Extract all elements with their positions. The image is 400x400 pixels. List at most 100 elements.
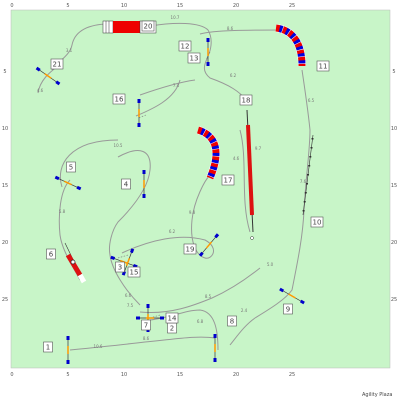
ruler-bottom-label: 25: [289, 372, 295, 378]
obstacle-number-text: 9: [286, 306, 290, 314]
obstacle-number-text: 21: [53, 61, 62, 69]
obstacle-number-text: 12: [181, 43, 190, 51]
obstacle-number-box: [187, 52, 201, 64]
obstacle-number-text: 10: [313, 219, 322, 227]
jumps: [35, 38, 305, 364]
obstacle-number-5: 5: [66, 161, 76, 173]
ruler-bottom-label: 15: [177, 372, 183, 378]
distance-label: 6.5: [308, 98, 315, 103]
obstacle-number-12: 12: [178, 40, 192, 52]
obstacle-number-box: [239, 94, 253, 106]
obstacle-number-box: [46, 248, 56, 260]
jump-1: [66, 336, 70, 364]
obstacle-number-2: 2: [167, 322, 177, 334]
obstacle-number-text: 17: [224, 177, 233, 185]
obstacle-number-box: [66, 161, 76, 173]
obstacle-number-21: 21: [50, 58, 64, 70]
ruler-left-label: 10: [2, 126, 8, 132]
obstacle-number-text: 8: [230, 318, 234, 326]
obstacle-number-text: 20: [144, 23, 153, 31]
obstacle-number-text: 3: [118, 264, 122, 272]
obstacle-number-17: 17: [221, 174, 235, 186]
obstacle-number-text: 16: [115, 96, 124, 104]
obstacle-number-10: 10: [310, 216, 324, 228]
distance-label: 4.6: [233, 156, 240, 161]
obstacle-number-box: [178, 40, 192, 52]
distance-label: 7.6: [300, 179, 307, 184]
distance-label: 10.7: [171, 15, 180, 20]
jump-9: [279, 287, 305, 305]
distance-label: 5.8: [59, 209, 66, 214]
obstacle-number-box: [141, 20, 155, 32]
jump-5: [54, 175, 82, 191]
ruler-bottom-label: 5: [66, 372, 69, 378]
distance-label: 6.2: [230, 73, 237, 78]
obstacle-number-18: 18: [239, 94, 253, 106]
obstacle-number-4: 4: [121, 178, 131, 190]
ruler-top-label: 0: [10, 3, 13, 9]
ruler-bottom-label: 10: [121, 372, 127, 378]
ruler-left-label: 15: [2, 183, 8, 189]
tunnel-curved-middle: [196, 126, 220, 180]
obstacle-number-text: 13: [190, 55, 199, 63]
weave-poles: [302, 134, 314, 216]
obstacle-number-text: 18: [242, 97, 251, 105]
obstacle-number-text: 19: [186, 246, 195, 254]
ruler-bottom-label: 20: [233, 372, 239, 378]
ruler-top-label: 25: [289, 3, 295, 9]
obstacle-number-text: 5: [69, 164, 73, 172]
ruler-right-label: 10: [391, 126, 397, 132]
obstacle-number-text: 6: [49, 251, 54, 259]
obstacle-number-text: 4: [124, 181, 129, 189]
distance-label: 6.6: [125, 293, 132, 298]
distance-label: 10.5: [114, 143, 123, 148]
jump-19: [198, 233, 220, 257]
ruler-left-label: 25: [2, 297, 8, 303]
obstacle-number-15: 15: [127, 266, 141, 278]
field-background: [10, 9, 391, 369]
jump-18: [137, 99, 141, 127]
distance-label: 9.8: [189, 210, 196, 215]
ruler-right-label: 20: [391, 240, 397, 246]
distance-label: 5.0: [267, 262, 274, 267]
distance-label: 2.4: [241, 308, 248, 313]
obstacle-number-box: [127, 266, 141, 278]
obstacle-number-box: [221, 174, 235, 186]
obstacle-number-20: 20: [141, 20, 155, 32]
obstacle-number-box: [283, 303, 293, 315]
obstacle-number-box: [43, 341, 53, 353]
obstacle-number-9: 9: [283, 303, 293, 315]
jump-21: [35, 66, 61, 86]
distance-label: 3.1: [66, 48, 73, 53]
jump-16: [121, 248, 135, 276]
obstacle-number-8: 8: [227, 315, 237, 327]
obstacle-number-13: 13: [187, 52, 201, 64]
jump-4: [142, 170, 146, 198]
obstacle-number-box: [227, 315, 237, 327]
distance-label: 10.6: [94, 344, 103, 349]
obstacle-number-text: 1: [46, 344, 50, 352]
obstacle-number-text: 2: [170, 325, 174, 333]
credit-label: Agility Plaza: [362, 392, 392, 398]
distance-label: 6.8: [197, 319, 204, 324]
obstacle-number-box: [310, 216, 324, 228]
jump-13: [206, 38, 210, 66]
obstacle-number-text: 15: [130, 269, 139, 277]
obstacle-number-19: 19: [183, 243, 197, 255]
distance-label: 9.7: [255, 146, 262, 151]
ruler-bottom-label: 0: [10, 372, 13, 378]
dogwalk: [246, 109, 254, 240]
ruler-right-label: 5: [392, 69, 395, 75]
obstacle-number-3: 3: [115, 261, 125, 273]
distance-label: 8.6: [143, 336, 150, 341]
ruler-top-label: 10: [121, 3, 127, 9]
ruler-left-label: 20: [2, 240, 8, 246]
course-path: [37, 22, 311, 351]
tunnel-curved-top: [275, 24, 306, 67]
obstacle-number-1: 1: [43, 341, 53, 353]
obstacle-number-box: [165, 312, 179, 324]
ruler-top-label: 20: [233, 3, 239, 9]
ruler-right-label: 15: [391, 183, 397, 189]
obstacle-number-7: 7: [141, 319, 151, 331]
